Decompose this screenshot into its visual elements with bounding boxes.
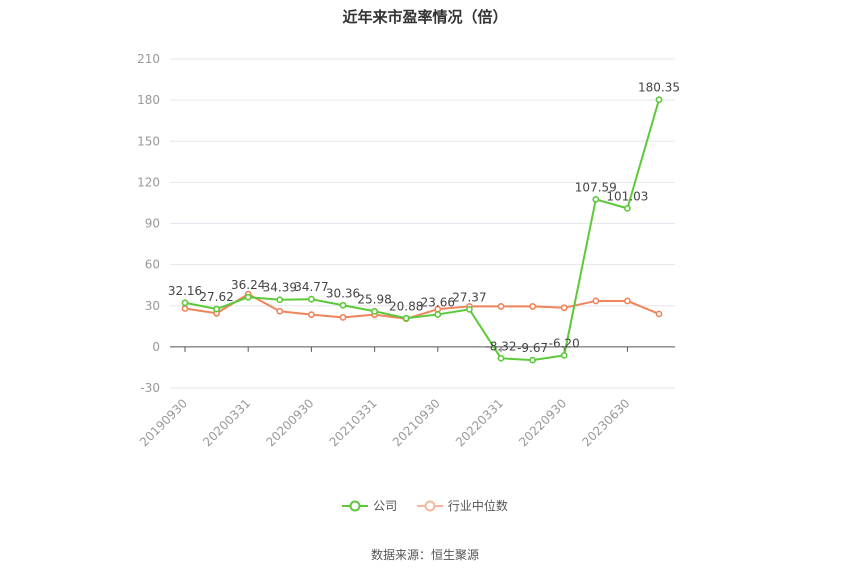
industry-median-point: [560, 304, 568, 312]
legend: 公司 行业中位数: [0, 497, 850, 515]
y-tick-label: -30: [140, 381, 160, 395]
company-data-label: -8.32: [485, 339, 516, 353]
y-tick-label: 120: [137, 175, 160, 189]
x-tick-label: 20200930: [263, 396, 316, 449]
company-data-label: 107.59: [575, 180, 617, 194]
data-source: 数据来源：恒生聚源: [370, 548, 479, 562]
legend-industry-label: 行业中位数: [447, 499, 508, 513]
company-point: [402, 314, 410, 322]
x-tick-label: 20220930: [516, 396, 569, 449]
x-tick-label: 20230630: [579, 396, 632, 449]
industry-median-point: [276, 307, 284, 315]
legend-company-marker: [342, 500, 369, 511]
legend-industry-marker: [416, 500, 443, 511]
company-point: [465, 305, 473, 313]
company-data-label: 20.88: [389, 299, 423, 313]
industry-median-point: [655, 310, 663, 318]
company-data-label: 32.16: [168, 284, 202, 298]
company-data-label: 27.62: [199, 290, 233, 304]
industry-median-point: [497, 303, 505, 310]
industry-median-point: [181, 305, 189, 312]
company-point: [560, 351, 568, 359]
company-data-label: -6.20: [549, 336, 580, 350]
y-tick-label: 60: [145, 258, 160, 272]
company-point: [213, 305, 220, 313]
company-data-label: 101.03: [606, 189, 648, 203]
company-point: [655, 96, 663, 104]
y-tick-label: 90: [145, 217, 160, 231]
company-series-line: [184, 99, 660, 362]
industry-median-point: [307, 311, 315, 319]
y-tick-label: 180: [137, 93, 160, 107]
company-data-label: 30.36: [326, 286, 360, 300]
grid-lines: [170, 58, 675, 389]
company-point: [497, 354, 505, 362]
x-tick-label: 20210331: [327, 396, 380, 449]
company-point: [181, 299, 189, 307]
company-point: [276, 296, 284, 304]
company-data-label: 23.66: [421, 295, 455, 309]
company-point: [624, 204, 631, 212]
x-tick-label: 20200331: [200, 396, 253, 449]
company-point: [339, 301, 347, 309]
y-tick-label: 0: [152, 340, 160, 354]
company-point: [371, 307, 378, 315]
industry-median-point: [624, 297, 631, 305]
company-point: [592, 195, 600, 203]
y-tick-label: 210: [137, 52, 160, 66]
data-labels: 32.1627.6236.2434.3934.7730.3625.9820.88…: [168, 81, 680, 355]
company-point: [529, 356, 536, 364]
company-data-label: 180.35: [638, 81, 680, 95]
company-data-label: 36.24: [231, 278, 265, 292]
industry-median-point: [339, 314, 347, 321]
x-tick-label: 20220331: [453, 396, 506, 449]
company-data-label: 25.98: [357, 292, 391, 306]
y-tick-label: 150: [137, 134, 160, 148]
company-data-label: -9.67: [517, 341, 548, 355]
legend-item-company[interactable]: 公司: [342, 497, 397, 514]
industry-median-point: [592, 297, 600, 305]
x-tick-label: 20190930: [137, 396, 190, 449]
y-tick-label: 30: [145, 299, 160, 313]
industry-median-point: [529, 303, 536, 310]
series-lines: [181, 96, 663, 364]
company-data-label: 34.39: [263, 281, 297, 295]
company-data-label: 27.37: [452, 290, 486, 304]
company-data-label: 34.77: [294, 280, 328, 294]
industry-median-series-line: [184, 293, 660, 320]
legend-company-label: 公司: [373, 499, 398, 513]
chart-title: 近年来市盈率情况（倍）: [342, 8, 508, 26]
company-point: [434, 311, 442, 318]
legend-item-industry-median[interactable]: 行业中位数: [416, 497, 508, 514]
company-point: [307, 295, 315, 303]
x-tick-label: 20210930: [390, 396, 443, 449]
company-point: [244, 293, 252, 301]
